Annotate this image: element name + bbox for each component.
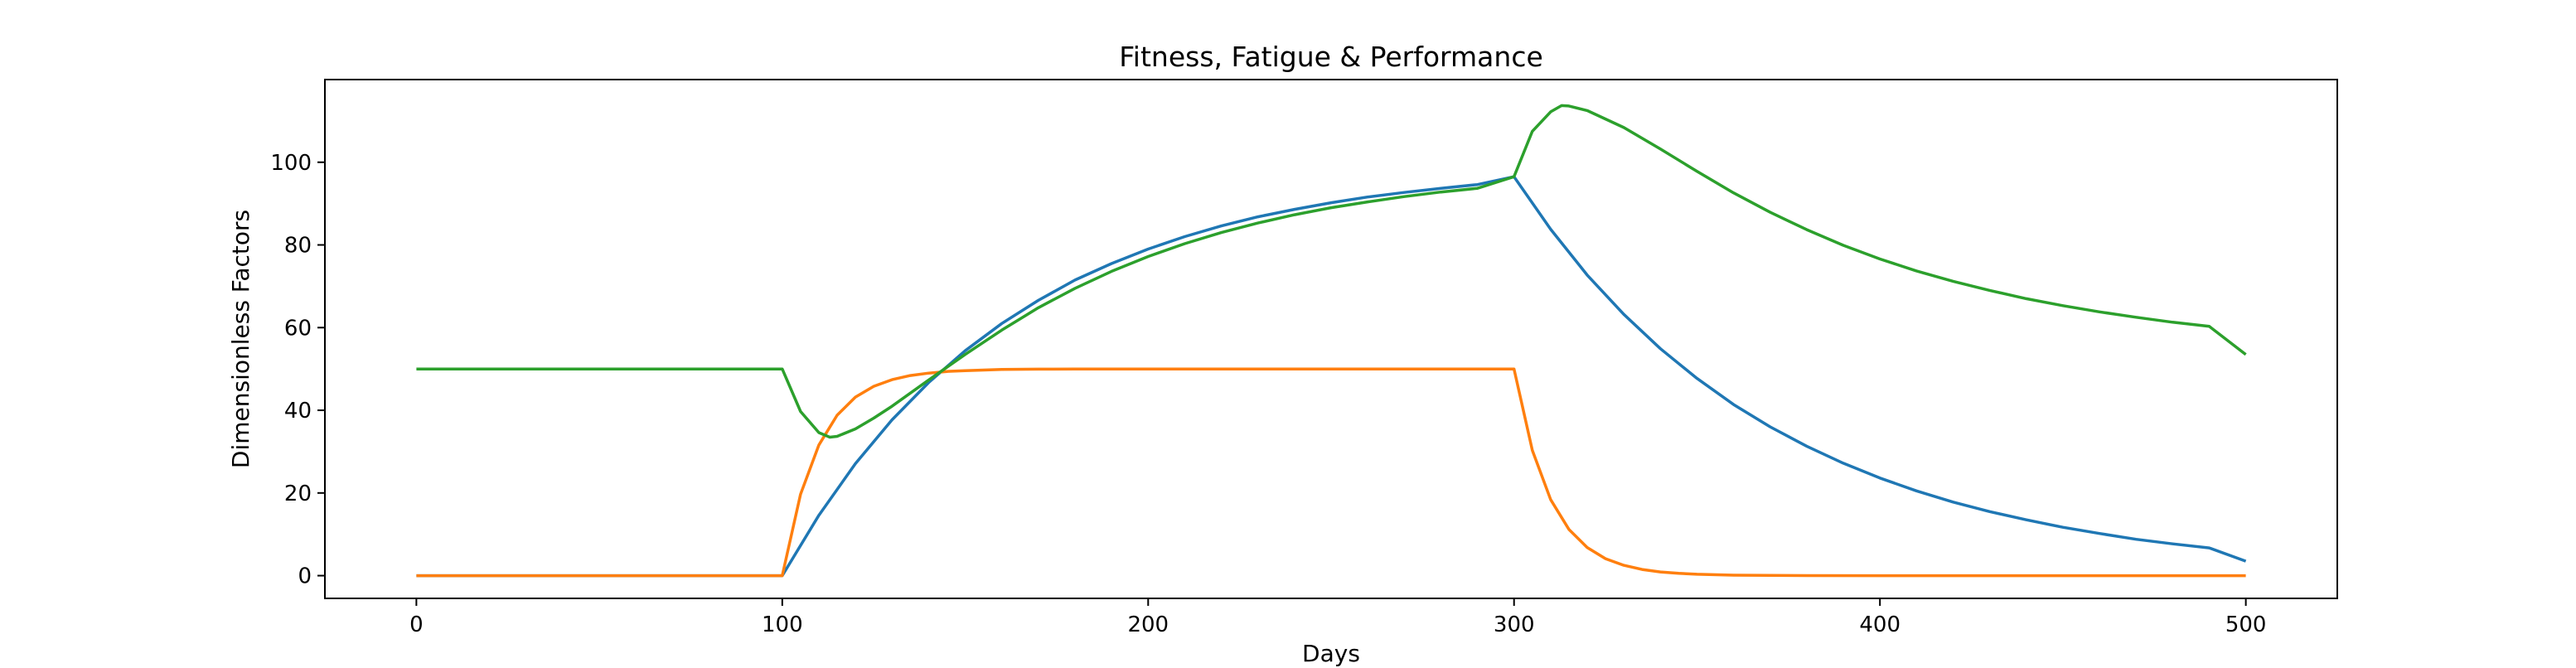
series-layer xyxy=(416,104,2247,578)
series-line-1 xyxy=(416,175,2247,578)
x-axis-label: Days xyxy=(1302,640,1360,667)
x-tick-label: 100 xyxy=(762,612,803,637)
y-tick-label: 60 xyxy=(284,316,312,341)
y-axis-label: Dimensionless Factors xyxy=(227,210,254,468)
x-tick-label: 200 xyxy=(1127,612,1169,637)
y-tick-label: 20 xyxy=(284,482,312,506)
y-axis: 0 20 40 60 80 100 xyxy=(270,151,325,589)
y-tick-label: 40 xyxy=(284,399,312,424)
x-tick-label: 300 xyxy=(1494,612,1535,637)
x-tick-label: 0 xyxy=(409,612,424,637)
x-tick-label: 500 xyxy=(2225,612,2267,637)
y-tick-label: 100 xyxy=(270,151,312,176)
series-line-3 xyxy=(416,104,2247,439)
series-line-2 xyxy=(416,367,2246,578)
y-tick-label: 0 xyxy=(298,564,312,589)
plot-frame xyxy=(324,79,2338,599)
y-tick-label: 80 xyxy=(284,234,312,259)
x-tick-label: 400 xyxy=(1859,612,1901,637)
chart-title: Fitness, Fatigue & Performance xyxy=(1119,41,1543,73)
x-axis: 0 100 200 300 400 500 xyxy=(409,598,2266,637)
